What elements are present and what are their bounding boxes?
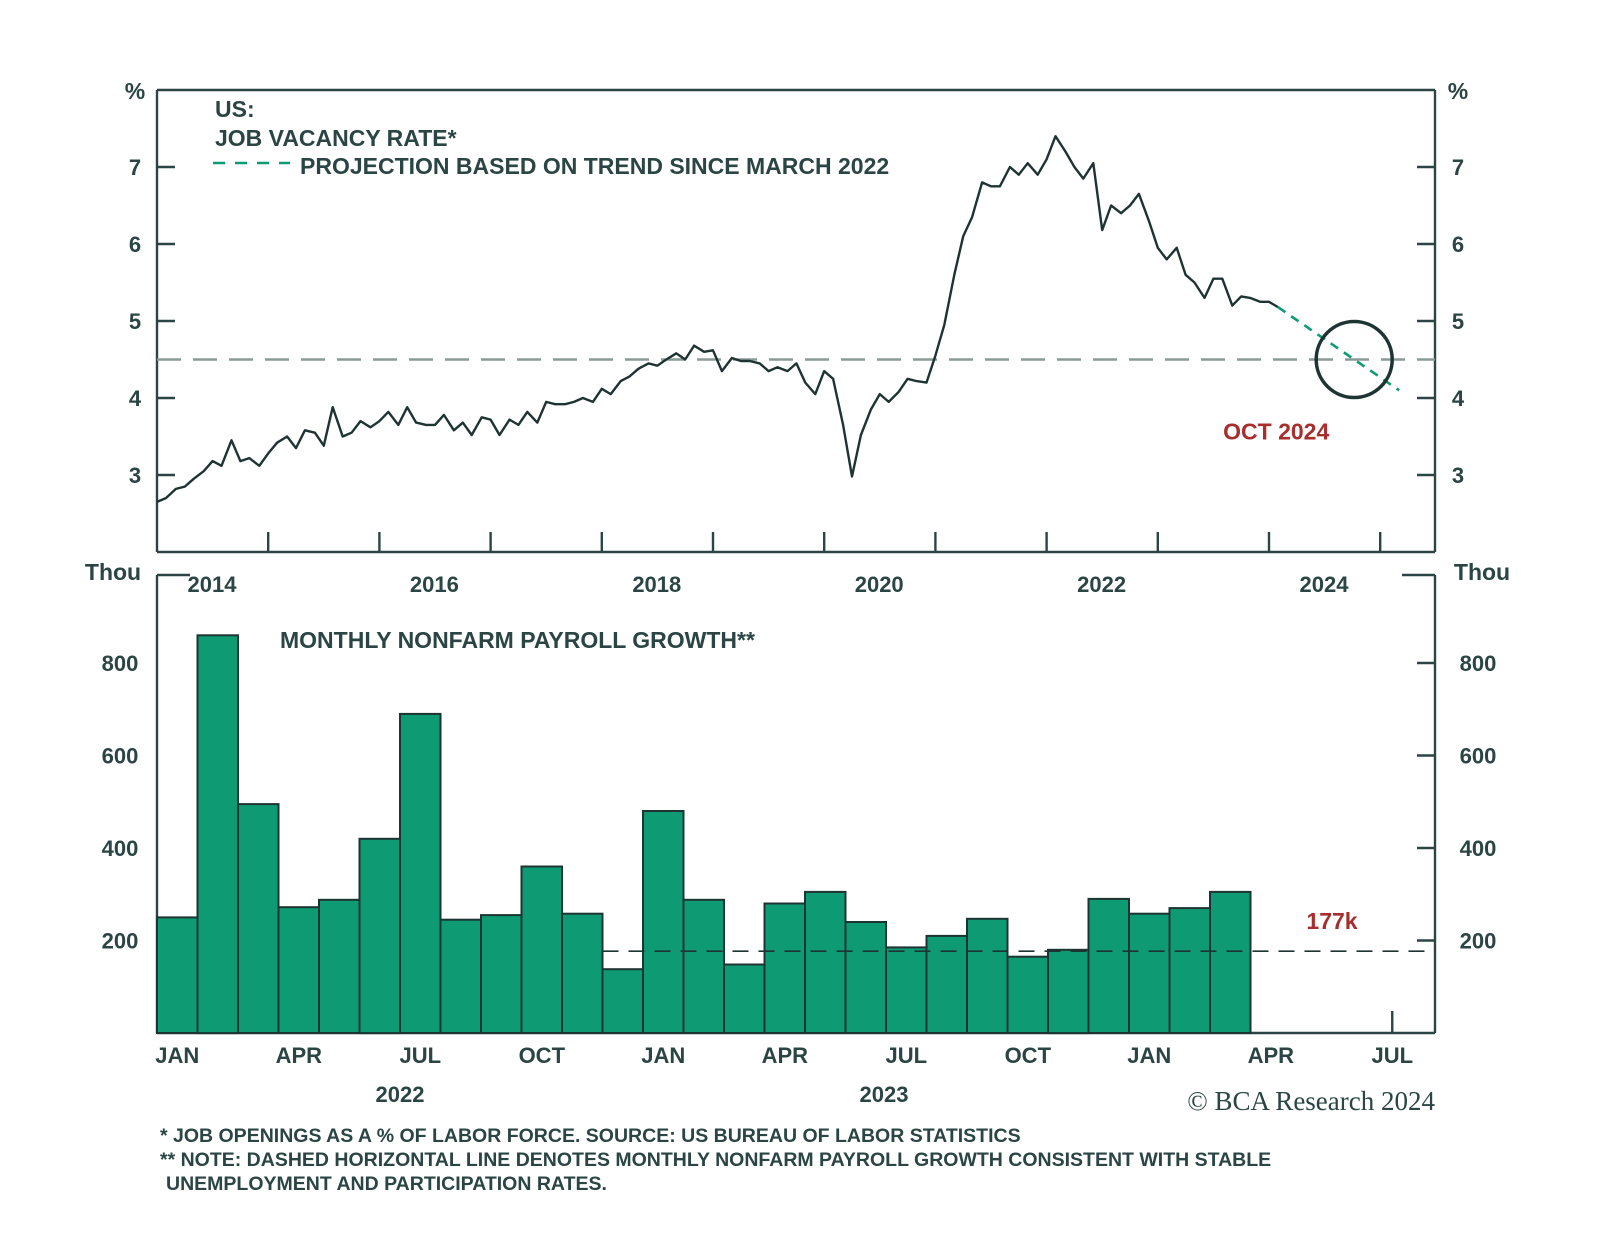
footnote-1: * JOB OPENINGS AS A % OF LABOR FORCE. SO… <box>160 1125 1021 1147</box>
top-xtick-label: 2016 <box>410 572 459 597</box>
payroll-bars <box>156 634 1252 1035</box>
payroll-bar <box>399 712 442 1035</box>
projection-line <box>1277 306 1400 392</box>
payroll-bar <box>277 906 320 1035</box>
top-right-ytick-label: 7 <box>1452 155 1464 180</box>
job-vacancy-panel: % % 3 34 45 56 67 7 2014 2016 2018 2020 2022 2024 … <box>125 78 1468 597</box>
payroll-bar <box>1209 890 1252 1035</box>
payroll-bar <box>966 917 1009 1034</box>
payroll-bar <box>480 914 523 1034</box>
payroll-bar <box>439 918 482 1035</box>
bottom-right-ytick-label: 600 <box>1460 744 1497 769</box>
top-right-ytick-label: 4 <box>1452 386 1465 411</box>
year-label-2022: 2022 <box>376 1082 425 1107</box>
top-xtick-label: 2024 <box>1300 572 1350 597</box>
payroll-panel: Thou Thou MONTHLY NONFARM PAYROLL GROWTH… <box>85 559 1510 1107</box>
payroll-bar <box>358 837 401 1035</box>
payroll-bar <box>1006 955 1049 1035</box>
bottom-xtick-label: APR <box>1248 1043 1295 1068</box>
bottom-left-ytick-label: 800 <box>102 651 139 676</box>
top-xtick-label: 2014 <box>188 572 238 597</box>
payroll-bar <box>763 902 806 1034</box>
payroll-bar <box>520 865 563 1034</box>
bottom-left-ytick-label: 200 <box>102 929 139 954</box>
job-vacancy-rate-line <box>156 135 1279 504</box>
bottom-left-ytick-label: 600 <box>102 744 139 769</box>
bottom-right-unit-label: Thou <box>1454 559 1510 585</box>
top-left-ytick-label: 6 <box>129 232 141 257</box>
payroll-bar <box>723 963 766 1034</box>
top-right-ytick-label: 5 <box>1452 309 1464 334</box>
top-left-unit-label: % <box>125 78 145 104</box>
payroll-bar <box>804 890 847 1035</box>
payroll-bar <box>682 898 725 1034</box>
bottom-left-unit-label: Thou <box>85 559 141 585</box>
year-label-2023: 2023 <box>860 1082 909 1107</box>
bottom-left-ytick-label: 400 <box>102 836 139 861</box>
oct-2024-circle-marker <box>1314 319 1394 400</box>
bottom-xtick-label: JUL <box>400 1043 442 1068</box>
payroll-bar <box>318 898 361 1034</box>
payroll-bar <box>601 968 644 1035</box>
top-left-ytick-label: 7 <box>129 155 141 180</box>
bottom-y-ticks: 200 200 400 400 600 600 800 800 <box>102 651 1497 954</box>
bottom-panel-title: MONTHLY NONFARM PAYROLL GROWTH** <box>280 627 755 653</box>
copyright: © BCA Research 2024 <box>1187 1086 1435 1116</box>
oct-2024-annotation: OCT 2024 <box>1223 419 1329 445</box>
payroll-bar <box>237 803 280 1034</box>
payroll-bar <box>885 946 928 1035</box>
177k-annotation: 177k <box>1306 908 1357 934</box>
payroll-bar <box>642 810 685 1034</box>
top-panel-title: US: <box>215 96 255 122</box>
bottom-right-ytick-label: 800 <box>1460 651 1497 676</box>
footnote-2: ** NOTE: DASHED HORIZONTAL LINE DENOTES … <box>160 1149 1271 1171</box>
legend-series-label: JOB VACANCY RATE* <box>215 125 457 151</box>
payroll-bar <box>1047 948 1090 1035</box>
bottom-xtick-label: APR <box>276 1043 323 1068</box>
bottom-xtick-label: OCT <box>1005 1043 1052 1068</box>
bottom-xtick-label: APR <box>762 1043 809 1068</box>
payroll-bar <box>1168 907 1211 1034</box>
payroll-bar <box>561 912 604 1035</box>
bottom-right-ytick-label: 200 <box>1460 929 1497 954</box>
top-left-ytick-label: 5 <box>129 309 141 334</box>
bottom-xtick-label: JAN <box>1127 1043 1171 1068</box>
payroll-bar <box>925 934 968 1035</box>
bottom-xtick-label: JUL <box>1372 1043 1414 1068</box>
bottom-xtick-label: JUL <box>886 1043 928 1068</box>
top-right-unit-label: % <box>1448 78 1468 104</box>
top-right-ytick-label: 6 <box>1452 232 1464 257</box>
bottom-x-ticks: JAN APR JUL OCT JAN APR JUL OCT JAN APR JUL <box>155 1011 1413 1068</box>
top-xtick-label: 2022 <box>1077 572 1126 597</box>
payroll-bar <box>156 916 199 1035</box>
bottom-right-ytick-label: 400 <box>1460 836 1497 861</box>
top-right-ytick-label: 3 <box>1452 463 1464 488</box>
top-y-ticks: 3 3 4 4 5 5 6 6 7 7 <box>129 155 1465 488</box>
bottom-xtick-label: OCT <box>519 1043 566 1068</box>
top-x-ticks: 2014 2016 2018 2020 2022 2024 <box>188 532 1382 597</box>
payroll-bar <box>196 634 239 1035</box>
top-left-ytick-label: 3 <box>129 463 141 488</box>
top-xtick-label: 2020 <box>855 572 904 597</box>
bottom-xtick-label: JAN <box>155 1043 199 1068</box>
top-xtick-label: 2018 <box>632 572 681 597</box>
footnote-3: UNEMPLOYMENT AND PARTICIPATION RATES. <box>166 1173 607 1195</box>
payroll-bar <box>1087 897 1130 1035</box>
bottom-xtick-label: JAN <box>641 1043 685 1068</box>
payroll-bar <box>1128 912 1171 1035</box>
top-left-ytick-label: 4 <box>129 386 142 411</box>
payroll-bar <box>844 921 887 1034</box>
legend-projection-label: PROJECTION BASED ON TREND SINCE MARCH 20… <box>300 153 889 179</box>
